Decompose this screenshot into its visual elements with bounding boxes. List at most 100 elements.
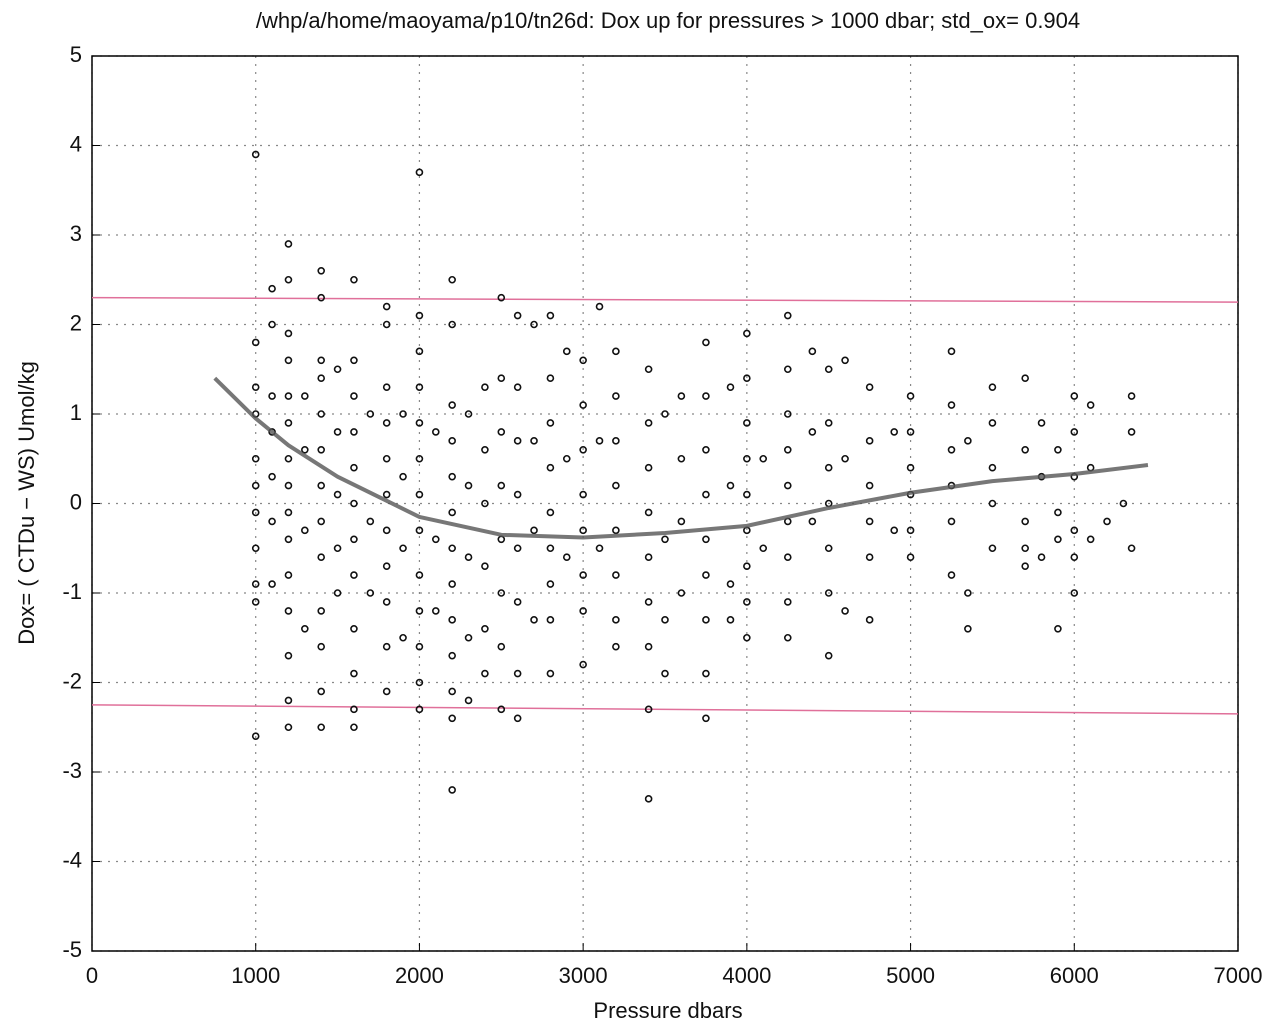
- data-point: [301, 392, 309, 400]
- data-point: [783, 365, 792, 374]
- data-point: [677, 589, 686, 597]
- data-point: [546, 580, 555, 588]
- data-point: [890, 526, 899, 535]
- data-point: [251, 508, 260, 517]
- x-tick-label: 5000: [886, 963, 935, 988]
- data-point: [644, 419, 653, 427]
- data-point: [906, 463, 915, 472]
- data-point: [350, 705, 358, 714]
- data-point: [964, 437, 972, 445]
- data-point: [448, 651, 456, 660]
- data-point: [497, 642, 506, 651]
- data-point: [382, 642, 391, 651]
- data-point: [1021, 544, 1029, 553]
- data-point: [759, 454, 768, 463]
- data-point: [350, 669, 358, 678]
- data-point: [317, 266, 326, 275]
- data-point: [448, 401, 456, 409]
- data-point: [743, 598, 751, 606]
- data-point: [612, 642, 620, 651]
- data-point: [546, 544, 555, 553]
- data-point: [562, 454, 571, 463]
- data-point: [726, 481, 735, 490]
- data-point: [415, 454, 424, 463]
- data-point: [268, 580, 276, 588]
- data-point: [702, 669, 710, 678]
- data-point: [431, 428, 440, 436]
- bound-line: [91, 296, 1239, 303]
- data-point: [366, 410, 375, 418]
- data-point: [677, 454, 686, 463]
- plot-frame: [91, 55, 1239, 952]
- data-point: [333, 428, 342, 436]
- data-point: [251, 732, 260, 741]
- data-point: [1054, 535, 1062, 544]
- data-point: [251, 481, 260, 490]
- data-point: [579, 571, 587, 579]
- data-point: [644, 553, 653, 562]
- data-point: [546, 463, 555, 472]
- data-point: [865, 481, 874, 490]
- data-point: [947, 347, 956, 356]
- data-point: [947, 445, 956, 454]
- data-point: [865, 553, 874, 562]
- data-point: [644, 795, 653, 803]
- data-point: [661, 410, 669, 418]
- data-point: [579, 356, 587, 365]
- data-point: [464, 633, 473, 642]
- data-point: [481, 383, 489, 391]
- data-point: [268, 517, 276, 526]
- data-point: [513, 490, 522, 499]
- data-point: [644, 642, 653, 651]
- data-point: [579, 526, 587, 535]
- data-point: [612, 347, 620, 356]
- data-point: [268, 472, 276, 481]
- data-point: [301, 624, 309, 633]
- data-point: [513, 437, 522, 445]
- data-point: [612, 437, 620, 445]
- data-point: [481, 562, 489, 570]
- y-tick-label: 1: [70, 400, 82, 425]
- data-point: [1070, 428, 1079, 436]
- data-point: [702, 535, 710, 544]
- data-point: [317, 481, 326, 490]
- data-point: [595, 302, 604, 311]
- data-point: [824, 651, 833, 660]
- data-point: [317, 356, 326, 365]
- y-tick-label: 2: [70, 310, 82, 335]
- data-point: [448, 687, 456, 696]
- data-point: [431, 535, 440, 544]
- data-point: [546, 374, 555, 383]
- data-point: [530, 320, 538, 329]
- data-point: [808, 347, 817, 356]
- data-point: [824, 463, 833, 472]
- data-point: [743, 490, 751, 499]
- data-point: [382, 302, 391, 311]
- data-point: [546, 508, 555, 517]
- data-point: [988, 419, 997, 427]
- data-point: [726, 383, 735, 391]
- data-point: [865, 437, 874, 445]
- data-point: [644, 598, 653, 606]
- data-point: [497, 428, 506, 436]
- data-point: [350, 723, 358, 732]
- data-point: [497, 481, 506, 490]
- data-point: [579, 445, 587, 454]
- data-point: [743, 633, 751, 642]
- data-point: [284, 723, 293, 732]
- data-point: [743, 454, 751, 463]
- data-point: [964, 589, 972, 597]
- data-point: [661, 616, 669, 624]
- data-point: [743, 419, 751, 427]
- data-point: [415, 419, 424, 427]
- data-point: [513, 311, 522, 320]
- data-point: [284, 508, 293, 517]
- data-point: [284, 454, 293, 463]
- data-point: [415, 168, 424, 177]
- data-point: [890, 428, 899, 436]
- data-point: [677, 517, 686, 526]
- data-point: [644, 705, 653, 714]
- data-point: [988, 544, 997, 553]
- data-point: [497, 535, 506, 544]
- x-tick-label: 2000: [395, 963, 444, 988]
